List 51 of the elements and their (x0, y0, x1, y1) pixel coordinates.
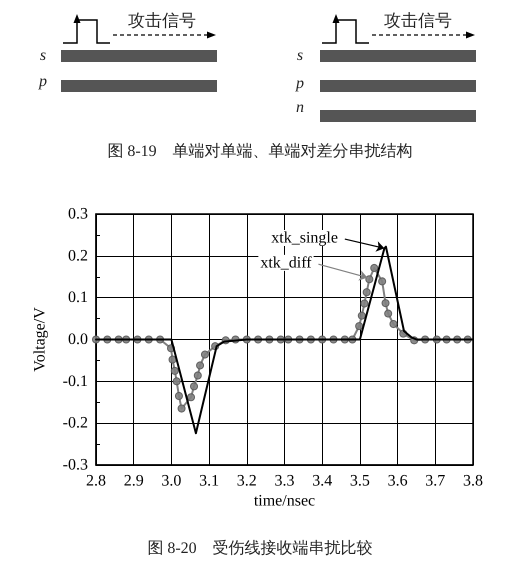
text: p (295, 75, 304, 92)
x-tick-label: 3.3 (274, 472, 294, 490)
x-tick-label: 3.5 (350, 472, 370, 490)
y-axis-title: Voltage/V (32, 306, 48, 372)
caption: 图 8-19 单端对单端、单端对差分串扰结构 (107, 142, 413, 160)
x-tick-label: 2.8 (86, 472, 106, 490)
text: n (296, 99, 304, 116)
x-tick-label: 3.6 (388, 472, 408, 490)
point (200, 350, 209, 359)
caption: 图 8-20 受伤线接收端串扰比较 (147, 539, 373, 557)
point (194, 371, 202, 380)
x-tick-label: 3.1 (199, 472, 220, 490)
y-tick-label: -0.1 (62, 372, 88, 390)
point (365, 275, 374, 284)
point (382, 299, 390, 308)
x-tick-label: 3.2 (236, 472, 257, 490)
x-tick-label: 3.7 (425, 472, 446, 490)
text: s (40, 47, 46, 64)
annotation: xtk_single (271, 229, 338, 246)
y-tick-label: 0.3 (68, 206, 88, 222)
x-tick-label: 3.0 (161, 472, 182, 490)
point (370, 264, 378, 272)
annotation: xtk_diff (260, 254, 312, 272)
text: p (38, 73, 47, 90)
point (358, 312, 366, 320)
point (378, 277, 386, 286)
x-tick-label: 2.9 (124, 472, 144, 490)
point (187, 393, 196, 402)
text: 攻击信号 (128, 11, 196, 30)
x-tick-label: 3.8 (463, 472, 483, 490)
point (389, 320, 398, 328)
point (190, 382, 198, 390)
point (178, 404, 186, 413)
text: s (296, 47, 304, 64)
y-tick-label: 0.2 (68, 247, 88, 264)
y-tick-label: 0.0 (68, 331, 88, 348)
point (174, 392, 183, 400)
point (360, 300, 368, 308)
x-axis-title: time/nsec (254, 492, 316, 510)
point (384, 310, 392, 318)
y-tick-label: -0.2 (62, 414, 88, 432)
point (362, 288, 371, 296)
text: 攻击信号 (384, 11, 452, 30)
point (196, 361, 204, 370)
point (355, 322, 364, 330)
y-tick-label: 0.1 (68, 289, 88, 306)
point (172, 377, 181, 386)
point (170, 366, 179, 375)
x-tick-label: 3.4 (312, 472, 332, 490)
point (168, 356, 177, 364)
y-tick-label: -0.3 (62, 456, 88, 474)
